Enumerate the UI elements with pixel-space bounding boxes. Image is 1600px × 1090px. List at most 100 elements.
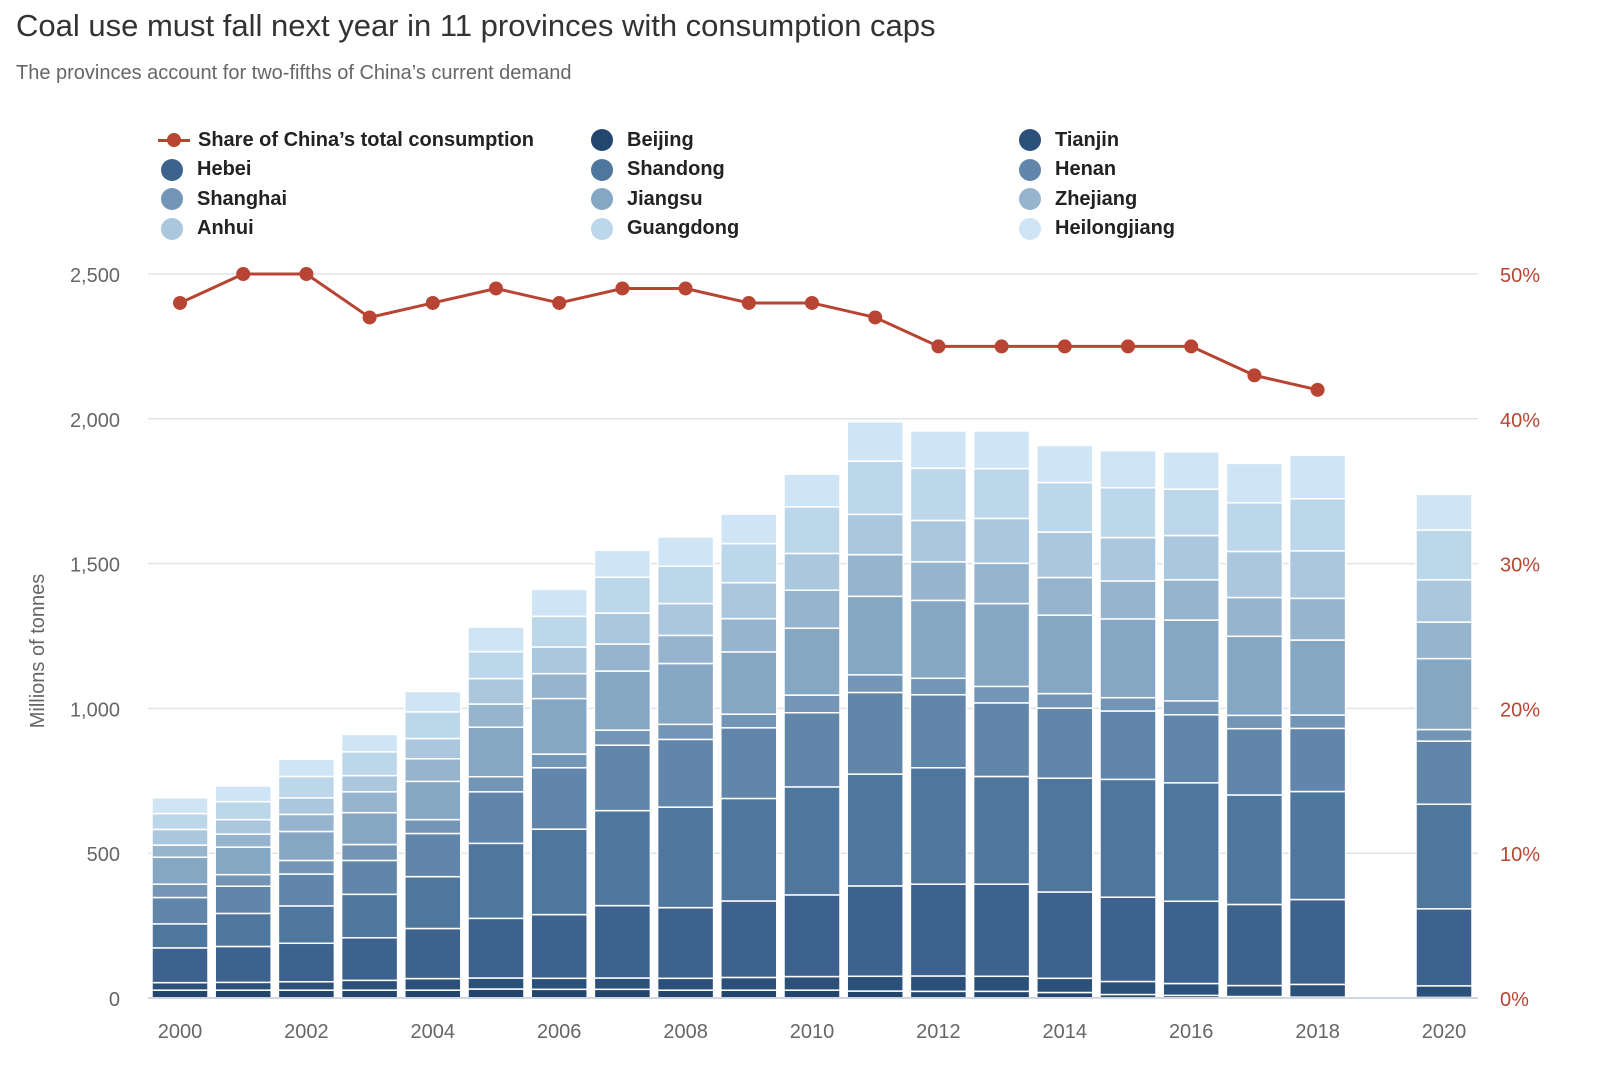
bar-segment-shandong-2000	[151, 923, 209, 949]
bar-segment-heilongjiang-2008	[656, 536, 715, 567]
bar-segment-hebei-2015	[1099, 896, 1157, 983]
bar-segment-shandong-2020	[1415, 803, 1473, 910]
bar-segment-tianjin-2002	[277, 981, 336, 991]
bar-segment-shanghai-2015	[1099, 696, 1157, 712]
bar-segment-tianjin-2005	[467, 977, 525, 990]
y-tick-label: 0	[109, 989, 120, 1011]
bar-segment-shandong-2010	[783, 786, 841, 896]
bar-segment-hebei-2020	[1415, 908, 1473, 987]
bar-segment-jiangsu-2012	[909, 599, 968, 680]
bar-segment-zhejiang-2013	[972, 562, 1031, 605]
legend-item: Beijing	[588, 126, 694, 154]
bar-segment-henan-2018	[1288, 727, 1347, 793]
bar-segment-henan-2005	[467, 791, 525, 845]
bar-segment-zhejiang-2008	[656, 634, 715, 665]
share-point-2003	[362, 310, 377, 325]
bar-segment-beijing-2007	[593, 988, 652, 999]
bar-segment-shanghai-2011	[846, 674, 904, 694]
bar-segment-guangdong-2004	[404, 711, 462, 740]
bar-segment-henan-2017	[1225, 727, 1284, 796]
legend-label: Share of China’s total consumption	[198, 128, 534, 151]
x-tick-label: 2016	[1169, 1021, 1214, 1043]
bar-segment-henan-2007	[593, 744, 652, 812]
bar-segment-zhejiang-2009	[720, 617, 778, 653]
x-tick-label: 2004	[411, 1021, 456, 1043]
bar-segment-tianjin-2016	[1162, 982, 1220, 997]
bar-segment-zhejiang-2016	[1162, 579, 1220, 621]
bar-segment-shanghai-2004	[404, 818, 462, 835]
y2-tick-label: 50%	[1500, 265, 1540, 287]
bar-segment-anhui-2020	[1415, 579, 1473, 623]
bar-segment-zhejiang-2002	[277, 813, 336, 833]
bar-segment-shanghai-2008	[656, 723, 715, 741]
share-point-2000	[173, 295, 187, 310]
x-tick-label: 2010	[790, 1021, 835, 1043]
share-point-2012	[931, 339, 946, 354]
bar-segment-tianjin-2007	[593, 977, 652, 991]
bar-segment-shanghai-2000	[151, 883, 209, 899]
legend-label: Beijing	[627, 128, 694, 151]
bar-segment-guangdong-2016	[1162, 488, 1220, 537]
bar-segment-guangdong-2018	[1288, 497, 1347, 552]
bar-segment-hebei-2014	[1036, 891, 1094, 980]
y-axis-label: Millions of tonnes	[27, 574, 49, 729]
bar-segment-beijing-2000	[151, 989, 209, 999]
legend-dot-marker	[1019, 188, 1041, 210]
bar-segment-hebei-2013	[972, 883, 1031, 978]
bar-segment-heilongjiang-2018	[1288, 454, 1347, 500]
x-tick-label: 2012	[916, 1021, 961, 1043]
y-tick-label: 1,500	[70, 555, 120, 577]
legend-dot-marker	[161, 158, 183, 181]
bar-segment-shanghai-2013	[972, 685, 1031, 704]
bar-segment-shandong-2005	[467, 842, 525, 920]
bar-segment-shanghai-2016	[1162, 700, 1220, 716]
y-tick-label: 500	[87, 844, 120, 866]
y2-tick-label: 0%	[1500, 989, 1529, 1011]
bar-segment-jiangsu-2016	[1162, 619, 1220, 702]
share-point-2001	[236, 267, 251, 281]
bar-segment-jiangsu-2009	[720, 651, 778, 715]
bar-segment-guangdong-2011	[846, 460, 904, 516]
bar-segment-guangdong-2017	[1225, 502, 1284, 553]
bar-segment-tianjin-2018	[1288, 983, 1347, 998]
bar-segment-zhejiang-2018	[1288, 597, 1347, 641]
share-point-2007	[615, 281, 630, 296]
legend-dot-marker	[591, 129, 613, 151]
bar-segment-hebei-2004	[404, 927, 462, 980]
bar-segment-hebei-2006	[530, 913, 588, 980]
bar-segment-guangdong-2008	[656, 565, 715, 605]
bar-segment-anhui-2005	[467, 677, 525, 705]
bar-segment-shandong-2015	[1099, 778, 1157, 898]
bar-segment-hebei-2009	[720, 900, 778, 979]
bar-segment-zhejiang-2004	[404, 758, 462, 783]
bar-segment-zhejiang-2006	[530, 672, 588, 700]
legend-label: Jiangsu	[627, 187, 703, 210]
y2-tick-label: 10%	[1500, 844, 1540, 866]
share-point-2002	[299, 267, 314, 281]
bar-segment-zhejiang-2005	[467, 703, 525, 728]
bar-segment-shanghai-2012	[909, 677, 968, 696]
legend-item: Heilongjiang	[1016, 215, 1175, 243]
bar-segment-zhejiang-2020	[1415, 621, 1473, 660]
share-point-2010	[805, 295, 819, 310]
bar-segment-zhejiang-2003	[340, 791, 399, 814]
bar-segment-heilongjiang-2012	[909, 430, 968, 470]
bar-segment-henan-2016	[1162, 714, 1220, 784]
bar-segment-heilongjiang-2007	[593, 549, 652, 578]
bar-segment-jiangsu-2010	[783, 627, 841, 696]
bar-segment-heilongjiang-2017	[1225, 462, 1284, 504]
bar-segment-tianjin-2008	[656, 977, 715, 991]
bar-segment-henan-2012	[909, 694, 968, 769]
bar-segment-shandong-2007	[593, 809, 652, 907]
bar-segment-shandong-2003	[340, 893, 399, 939]
x-tick-label: 2008	[663, 1021, 708, 1043]
legend-item: Tianjin	[1016, 126, 1119, 154]
bar-segment-heilongjiang-2006	[530, 588, 588, 618]
bar-segment-henan-2006	[530, 767, 588, 830]
bar-segment-guangdong-2013	[972, 467, 1031, 520]
bar-segment-zhejiang-2015	[1099, 580, 1157, 620]
legend-dot-marker	[1019, 217, 1041, 240]
bar-segment-beijing-2005	[467, 988, 525, 999]
bar-segment-anhui-2016	[1162, 534, 1220, 581]
bar-segment-anhui-2013	[972, 517, 1031, 565]
